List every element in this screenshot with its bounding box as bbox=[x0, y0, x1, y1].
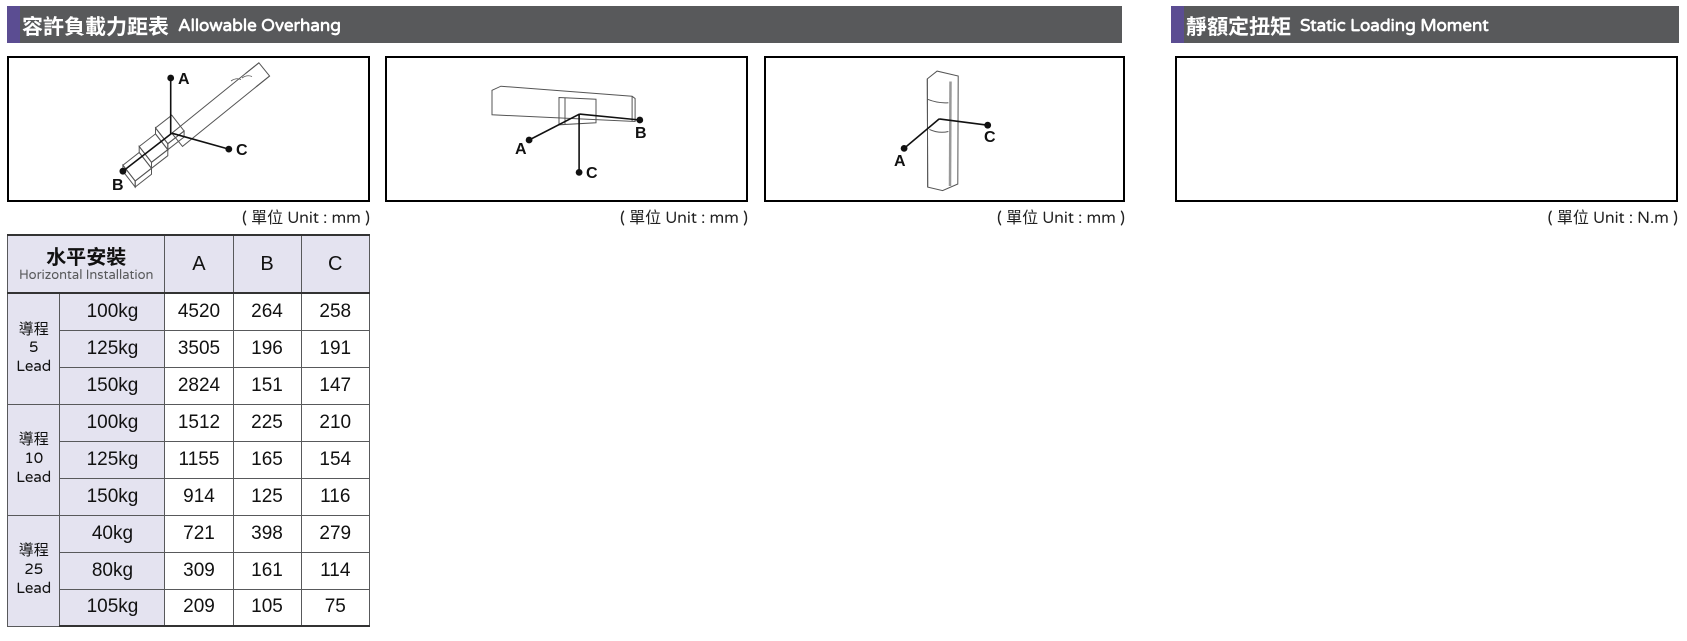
svg-text:C: C bbox=[984, 129, 996, 146]
svg-text:B: B bbox=[635, 125, 647, 142]
svg-text:A: A bbox=[515, 141, 527, 158]
svg-text:C: C bbox=[236, 142, 248, 159]
svg-text:A: A bbox=[178, 71, 190, 88]
svg-text:A: A bbox=[894, 153, 906, 170]
svg-text:B: B bbox=[112, 177, 124, 194]
svg-text:C: C bbox=[586, 165, 598, 182]
